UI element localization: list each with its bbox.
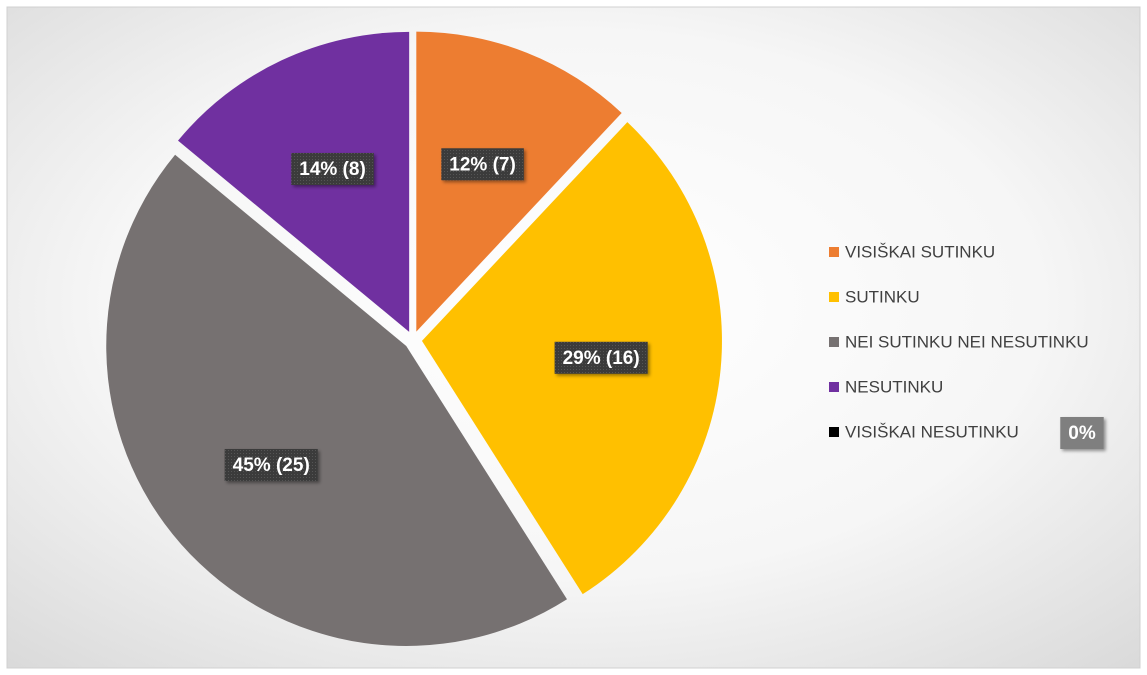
legend-swatch — [829, 427, 839, 437]
legend-swatch — [829, 247, 839, 257]
data-label: 12% (7) — [449, 154, 516, 175]
legend-swatch — [829, 382, 839, 392]
data-label: 29% (16) — [563, 348, 640, 369]
legend-label: NESUTINKU — [845, 377, 943, 396]
legend-label: NEI SUTINKU NEI NESUTINKU — [845, 332, 1089, 351]
data-label-box — [224, 448, 318, 481]
legend-swatch — [829, 337, 839, 347]
legend-label: VISIŠKAI NESUTINKU — [845, 422, 1019, 441]
data-label-box — [441, 148, 524, 181]
data-label: 45% (25) — [233, 455, 310, 476]
legend-label: SUTINKU — [845, 287, 920, 306]
data-label-box — [1060, 417, 1104, 449]
data-label-box — [291, 152, 374, 185]
data-label: 14% (8) — [299, 159, 366, 180]
data-label: 0% — [1068, 423, 1096, 444]
pie-slice — [416, 31, 622, 332]
legend-swatch — [829, 292, 839, 302]
legend-label: VISIŠKAI SUTINKU — [845, 242, 995, 261]
data-label-box — [554, 341, 648, 374]
pie-slice — [106, 154, 567, 646]
